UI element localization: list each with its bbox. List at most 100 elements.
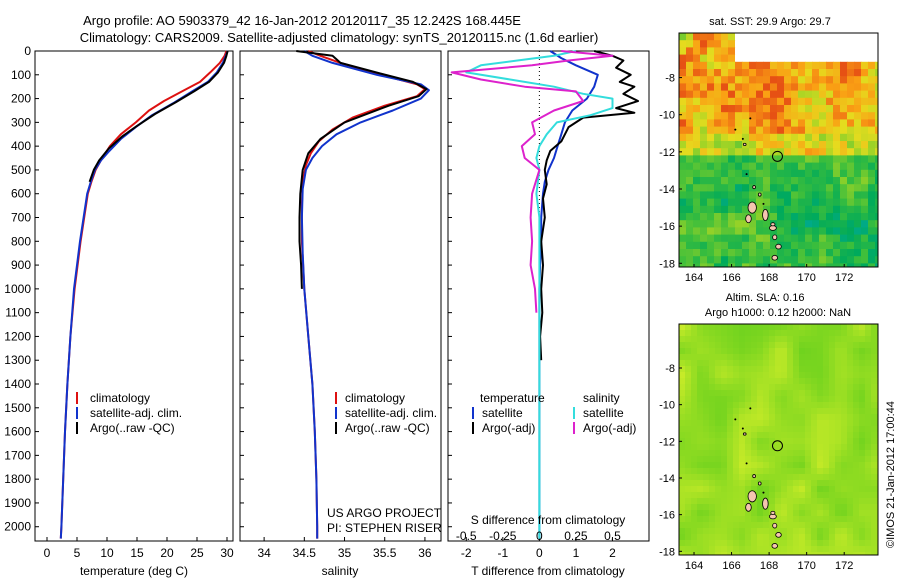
island (775, 243, 782, 250)
map-cell (835, 360, 842, 367)
map-cell (784, 97, 792, 106)
map-cell (691, 462, 698, 469)
map-cell (691, 342, 698, 349)
map-cell (854, 119, 862, 128)
map-cell (835, 366, 842, 373)
map-cell (775, 408, 782, 415)
map-cell (781, 396, 788, 403)
map-cell (861, 40, 869, 48)
map-cell (763, 462, 770, 469)
map-cell (751, 510, 758, 517)
map-cell (847, 330, 854, 337)
map-cell (727, 510, 734, 517)
map-cell (811, 534, 818, 541)
map-cell (691, 414, 698, 421)
map-cell (777, 213, 785, 221)
map-cell (798, 47, 806, 56)
island (770, 222, 776, 227)
map-cell (749, 76, 757, 84)
map-cell (733, 336, 740, 343)
map-cell (819, 220, 827, 228)
map-cell (841, 468, 848, 475)
map-cell (721, 220, 729, 228)
map-cell (714, 105, 722, 113)
map-cell (697, 390, 704, 397)
map-cell (865, 468, 872, 475)
map-cell (763, 522, 770, 529)
map-cell (854, 220, 862, 228)
map-cell (742, 249, 750, 257)
map-cell (787, 552, 794, 555)
map-cell (751, 438, 758, 445)
map-cell (823, 330, 830, 337)
map-cell (703, 522, 710, 529)
map-cell (875, 234, 878, 243)
map-cell (703, 378, 710, 385)
map-cell (686, 33, 694, 41)
map-cell (709, 474, 716, 481)
map-cell (826, 90, 834, 99)
map-cell (745, 546, 752, 553)
map-cell (865, 450, 872, 457)
map-cell (742, 241, 750, 250)
map-cell (819, 169, 827, 178)
map-cell (868, 105, 876, 113)
map-cell (757, 378, 764, 385)
map-cell (841, 480, 848, 487)
map-cell (745, 330, 752, 337)
map-cell (742, 105, 750, 113)
map-cell (791, 112, 799, 120)
map-cell (798, 76, 806, 84)
map-cell (685, 456, 692, 463)
map-cell (799, 372, 806, 379)
map-cell (685, 372, 692, 379)
title-line-1: Argo profile: AO 5903379_42 16-Jan-2012 … (83, 13, 521, 28)
map-cell (739, 480, 746, 487)
map-cell (805, 414, 812, 421)
map-cell (875, 169, 878, 178)
map-cell (847, 528, 854, 535)
map-cell (685, 552, 692, 555)
map-cell (833, 76, 841, 84)
map-cell (756, 155, 764, 164)
map-cell (697, 366, 704, 373)
map-cell (679, 360, 686, 367)
map-cell (739, 366, 746, 373)
map-cell (745, 516, 752, 523)
map-cell (833, 97, 841, 106)
map-cell (707, 112, 715, 120)
map-cell (721, 420, 728, 427)
map-cell (812, 205, 820, 214)
map-cell (714, 83, 722, 92)
timestamp: ©IMOS 21-Jan-2012 17:00:44 (885, 401, 897, 548)
map-cell (742, 83, 750, 92)
depth-tick-label: 1400 (4, 377, 31, 391)
temperature-axes-frame (34, 50, 234, 542)
map-cell (853, 444, 860, 451)
map-cell (721, 205, 729, 214)
map-cell (875, 40, 878, 48)
map-cell (847, 198, 855, 207)
map-cell (805, 480, 812, 487)
map-cell (829, 402, 836, 409)
map-cell (709, 384, 716, 391)
map-cell (735, 90, 743, 99)
map-cell (751, 462, 758, 469)
map-cell (685, 384, 692, 391)
map-cell (745, 438, 752, 445)
map-cell (868, 205, 876, 214)
map-cell (715, 546, 722, 553)
map-cell (833, 83, 841, 92)
map-cell (739, 408, 746, 415)
island (762, 208, 769, 221)
map-cell (727, 432, 734, 439)
map-cell (703, 348, 710, 355)
map-cell (812, 105, 820, 113)
legend-t-satellite-label: satellite (482, 406, 523, 420)
map-cell (685, 522, 692, 529)
map-cell (833, 61, 841, 70)
map-cell (875, 148, 878, 156)
map-cell (854, 105, 862, 113)
map-cell (775, 468, 782, 475)
map-cell (721, 213, 729, 221)
